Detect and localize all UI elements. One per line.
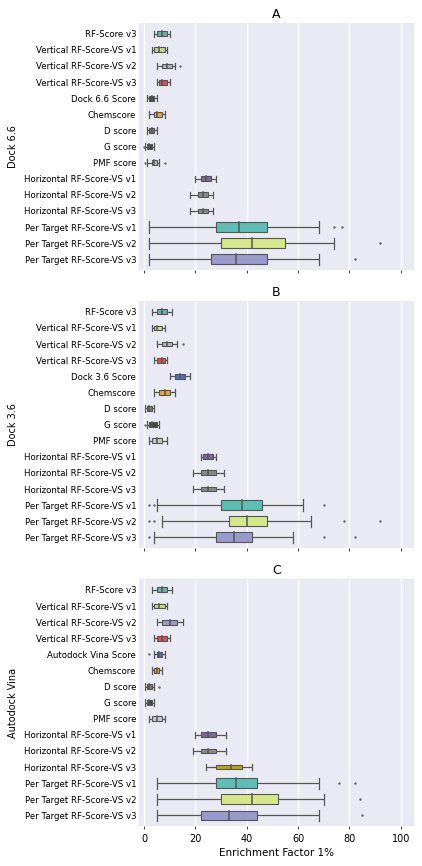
Bar [221, 238, 285, 248]
Bar [216, 765, 242, 770]
Bar [149, 128, 154, 132]
Bar [146, 701, 152, 705]
Bar [175, 374, 185, 378]
Y-axis label: Dock 3.6: Dock 3.6 [8, 404, 18, 446]
Bar [157, 636, 167, 641]
Text: A: A [272, 8, 281, 21]
Bar [157, 309, 167, 314]
Bar [154, 48, 165, 52]
Bar [221, 501, 262, 510]
Bar [200, 748, 216, 753]
Bar [221, 794, 278, 805]
Bar [200, 470, 216, 475]
Bar [229, 516, 267, 526]
Bar [160, 390, 170, 395]
Bar [162, 341, 172, 346]
Bar [154, 668, 160, 673]
Bar [157, 652, 162, 656]
Bar [157, 358, 165, 363]
Bar [200, 487, 216, 491]
Bar [154, 112, 162, 117]
Bar [216, 533, 252, 542]
Y-axis label: Autodock Vina: Autodock Vina [8, 668, 18, 738]
Bar [211, 255, 267, 264]
Bar [162, 620, 177, 624]
Bar [149, 422, 157, 427]
Bar [198, 209, 208, 213]
Bar [152, 160, 157, 165]
Bar [154, 604, 165, 609]
Bar [200, 177, 211, 181]
Bar [152, 438, 162, 443]
Bar [157, 31, 167, 36]
Bar [160, 80, 167, 85]
Bar [216, 223, 267, 232]
Bar [200, 811, 257, 820]
Bar [162, 63, 172, 68]
Bar [216, 779, 257, 788]
Y-axis label: Dock 6.6: Dock 6.6 [8, 125, 18, 168]
Text: C: C [272, 564, 281, 577]
Bar [146, 144, 152, 149]
Bar [152, 716, 162, 721]
Bar [157, 587, 167, 592]
Bar [198, 192, 208, 197]
Bar [146, 684, 152, 689]
Bar [203, 455, 214, 459]
Text: B: B [272, 286, 281, 299]
Bar [154, 326, 162, 330]
Bar [149, 96, 154, 100]
Bar [146, 406, 152, 410]
X-axis label: Enrichment Factor 1%: Enrichment Factor 1% [219, 848, 334, 857]
Bar [200, 733, 216, 737]
